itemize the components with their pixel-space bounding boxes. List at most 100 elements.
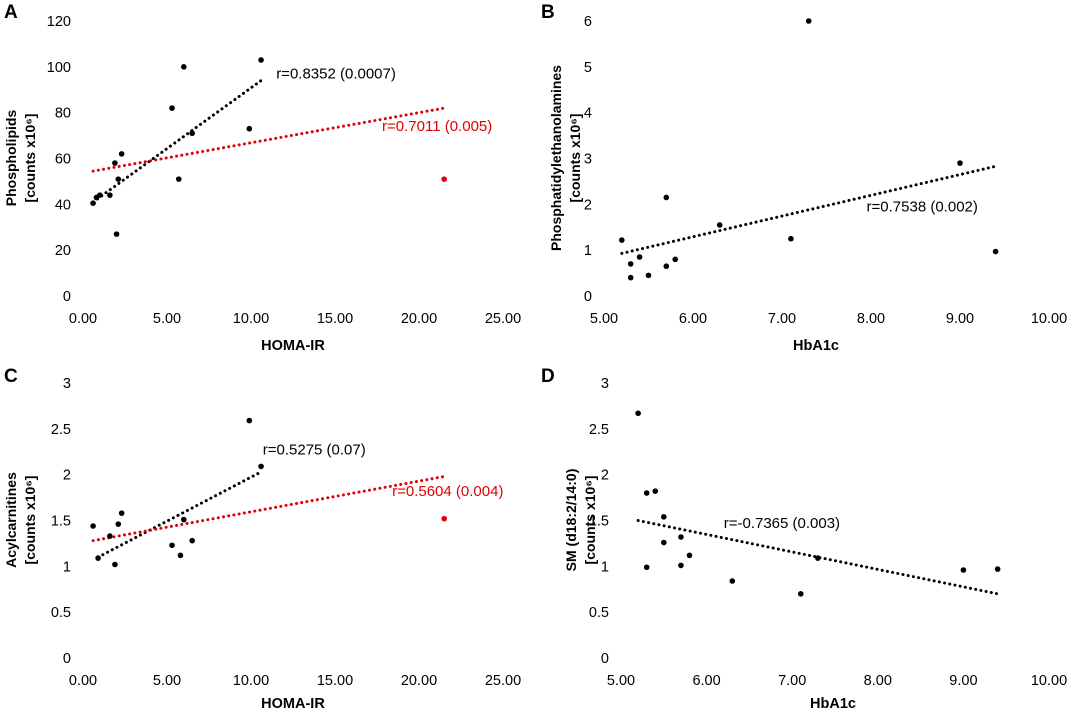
panel-c-y-tick-label: 1 bbox=[63, 559, 71, 575]
panel-c-axes: 0 0.5 1 1.5 2 2.5 3 0.00 5.00 10.00 15.00 20.00 25.0… bbox=[51, 376, 521, 689]
panel-b-y-tick-label: 2 bbox=[584, 197, 592, 213]
panel-a-data-point bbox=[246, 125, 253, 132]
panel-b-data-point bbox=[645, 272, 652, 279]
panel-d-x-tick-label: 8.00 bbox=[864, 673, 892, 689]
panel-c-data-point bbox=[115, 521, 122, 527]
panel-b-data-point bbox=[788, 235, 794, 242]
panel-d-data-point bbox=[652, 488, 659, 494]
panel-b-x-axis-label: HbA1c bbox=[793, 338, 839, 354]
panel-d-data-point bbox=[729, 578, 736, 584]
panel-d-data-point bbox=[678, 562, 684, 569]
panel-c-y-tick-label: 3 bbox=[63, 376, 71, 392]
panel-c-trendline bbox=[91, 475, 446, 543]
panel-d-y-tick-label: 1.5 bbox=[589, 514, 609, 530]
panel-d-data-point bbox=[635, 410, 641, 417]
panel-b-x-tick-label: 9.00 bbox=[946, 311, 974, 327]
panel-a-outlier-point bbox=[441, 176, 448, 182]
panel-c-data-point bbox=[169, 542, 175, 549]
panel-c: C 0 0.5 1 1.5 2 2.5 3 0.00 5.00 10.00 15.00 20.00 25… bbox=[3, 366, 521, 712]
panel-d-x-tick-label: 7.00 bbox=[778, 673, 806, 689]
panel-c-data-point bbox=[181, 516, 187, 523]
panel-c-data-point bbox=[258, 463, 264, 470]
panel-c-y-tick-label: 0.5 bbox=[51, 605, 71, 621]
panel-b-y-tick-label: 6 bbox=[584, 14, 592, 30]
panel-b-x-tick-label: 5.00 bbox=[590, 311, 618, 327]
panel-c-data-point bbox=[112, 561, 118, 568]
panel-c-data-point bbox=[118, 510, 125, 516]
panel-a-x-tick-label: 25.00 bbox=[485, 311, 521, 327]
panel-a-data-point bbox=[115, 176, 122, 182]
panel-c-data-point bbox=[90, 523, 96, 529]
panel-c-y-tick-label: 0 bbox=[63, 651, 71, 667]
panel-b-data-point bbox=[627, 261, 634, 267]
panel-c-x-tick-label: 0.00 bbox=[69, 673, 97, 689]
panel-c-data-point bbox=[107, 533, 113, 539]
panel-a-data-point bbox=[181, 64, 187, 70]
panel-c-correlation-label: r=0.5604 (0.004) bbox=[392, 483, 503, 500]
panel-a-data-point bbox=[107, 192, 113, 198]
panel-a-x-axis-label: HOMA-IR bbox=[261, 338, 325, 354]
panel-b-data-point bbox=[663, 263, 670, 270]
panel-letter-a: A bbox=[4, 2, 18, 23]
panel-d-x-tick-label: 5.00 bbox=[607, 673, 635, 689]
panel-b-trendline bbox=[620, 164, 998, 255]
panel-a: A 0 20 40 60 80 100 120 0.00 5.00 10.00 15.00 20.00… bbox=[3, 2, 521, 354]
panel-d-data-point bbox=[661, 514, 667, 520]
panel-a-data-point bbox=[97, 192, 103, 198]
panel-c-x-tick-label: 20.00 bbox=[401, 673, 437, 689]
panel-d-correlation-label: r=-0.7365 (0.003) bbox=[724, 515, 840, 532]
panel-a-trendline bbox=[91, 106, 446, 173]
panel-b-y-tick-label: 4 bbox=[584, 106, 592, 122]
panel-c-y-tick-label: 1.5 bbox=[51, 514, 71, 530]
panel-c-x-tick-label: 15.00 bbox=[317, 673, 353, 689]
panel-c-data-point bbox=[177, 552, 184, 559]
panel-b-axes: 0 1 2 3 4 5 6 5.00 6.00 7.00 8.00 9.00 10.00 r=0.7538… bbox=[584, 14, 1067, 327]
panel-d-x-tick-label: 10.00 bbox=[1031, 673, 1067, 689]
panel-d-data-point bbox=[643, 564, 650, 571]
panel-c-x-tick-label: 25.00 bbox=[485, 673, 521, 689]
panel-c-x-tick-label: 10.00 bbox=[233, 673, 269, 689]
panel-letter-d: D bbox=[541, 366, 555, 387]
panel-a-x-tick-label: 20.00 bbox=[401, 311, 437, 327]
panel-c-x-axis-label: HOMA-IR bbox=[261, 696, 325, 712]
panel-d-y-tick-label: 1 bbox=[601, 559, 609, 575]
panel-a-data-point bbox=[118, 151, 125, 157]
panel-a-y-tick-label: 0 bbox=[63, 289, 71, 305]
panel-b-data-point bbox=[672, 256, 678, 263]
panel-b-y-tick-label: 3 bbox=[584, 152, 592, 168]
panel-a-x-tick-label: 5.00 bbox=[153, 311, 181, 327]
panel-d-data-point bbox=[643, 490, 650, 496]
panel-d-data-point bbox=[678, 534, 684, 540]
panel-a-y-axis-label: Phospholipids bbox=[3, 110, 19, 207]
panel-a-axes: 0 20 40 60 80 100 120 0.00 5.00 10.00 15.00 20.00 25… bbox=[47, 14, 521, 327]
panel-a-y-tick-label: 20 bbox=[55, 243, 71, 259]
panel-d-data-point bbox=[960, 567, 967, 573]
panel-b-y-axis-unit: [counts x10⁶] bbox=[567, 114, 583, 203]
panel-a-y-axis-unit: [counts x10⁶] bbox=[22, 114, 38, 203]
panel-d-data-point bbox=[994, 566, 1001, 572]
panel-a-x-tick-label: 10.00 bbox=[233, 311, 269, 327]
panel-b-data-point bbox=[636, 254, 643, 260]
panel-b-data-point bbox=[716, 222, 723, 228]
panel-a-correlation-label: r=0.8352 (0.0007) bbox=[276, 65, 396, 82]
panel-d-x-tick-label: 6.00 bbox=[692, 673, 720, 689]
panel-b-x-tick-label: 6.00 bbox=[679, 311, 707, 327]
panel-c-correlation-label: r=0.5275 (0.07) bbox=[263, 442, 366, 459]
panel-d-x-tick-label: 9.00 bbox=[949, 673, 977, 689]
panel-a-data-point bbox=[258, 57, 264, 63]
panel-d-data-point bbox=[686, 552, 693, 559]
panel-b-x-tick-label: 10.00 bbox=[1031, 311, 1067, 327]
panel-b-data-point bbox=[663, 194, 670, 201]
panel-a-data-point bbox=[112, 160, 118, 166]
panel-c-y-tick-label: 2 bbox=[63, 468, 71, 484]
panel-d-y-tick-label: 2 bbox=[601, 468, 609, 484]
panel-c-y-tick-label: 2.5 bbox=[51, 422, 71, 438]
panel-a-x-tick-label: 0.00 bbox=[69, 311, 97, 327]
panel-b-correlation-label: r=0.7538 (0.002) bbox=[867, 199, 978, 216]
panel-b-y-tick-label: 5 bbox=[584, 60, 592, 76]
panel-b-data-point bbox=[627, 274, 634, 281]
panel-c-data-point bbox=[95, 555, 101, 561]
panel-d-y-tick-label: 0 bbox=[601, 651, 609, 667]
panel-c-data-point bbox=[246, 417, 253, 424]
